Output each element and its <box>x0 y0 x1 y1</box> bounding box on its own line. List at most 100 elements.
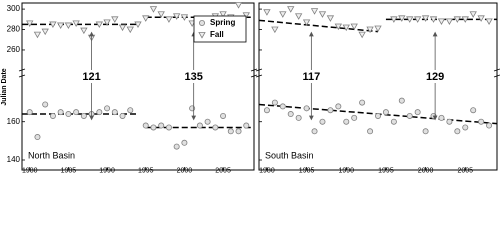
fall-point <box>461 16 469 23</box>
spring-point <box>462 124 469 131</box>
fall-point <box>126 26 134 34</box>
spring-point <box>359 99 366 106</box>
spring-point <box>220 112 227 119</box>
spring-point <box>390 118 397 125</box>
annotation-bg <box>426 70 445 83</box>
fall-point <box>111 16 119 23</box>
spring-point <box>49 112 56 119</box>
y-tick-label: 160 <box>7 117 21 126</box>
legend-symbol <box>198 32 206 39</box>
fall-point <box>445 18 454 25</box>
spring-point <box>454 128 461 135</box>
fall-point <box>157 11 165 18</box>
annotation-bg <box>184 70 203 83</box>
fall-point <box>172 13 181 20</box>
trend-line <box>258 19 379 33</box>
annotation-bg <box>82 70 101 83</box>
fall-point <box>134 21 142 29</box>
fall-point <box>149 6 158 13</box>
panel-title: South Basin <box>265 150 314 160</box>
fall-point <box>477 15 485 22</box>
spring-point <box>42 101 49 108</box>
fall-point <box>318 11 327 18</box>
spring-point <box>351 114 358 121</box>
fall-point <box>390 16 398 23</box>
fall-point <box>41 28 49 36</box>
spring-point <box>127 107 134 114</box>
fall-point <box>358 31 366 39</box>
spring-point <box>181 139 188 146</box>
x-tick-label: 2000 <box>418 167 434 174</box>
spring-point <box>446 118 453 125</box>
fall-point <box>56 22 65 30</box>
fall-point <box>49 21 57 29</box>
x-tick-label: 1995 <box>138 167 154 174</box>
spring-point <box>142 122 149 129</box>
fall-point <box>326 15 335 22</box>
fall-point <box>180 14 189 21</box>
spring-point <box>196 122 203 129</box>
legend-symbol <box>198 19 205 26</box>
spring-point <box>104 105 111 112</box>
axis-break <box>18 68 26 72</box>
spring-point <box>165 124 172 131</box>
fall-point <box>234 2 243 9</box>
spring-point <box>382 109 389 116</box>
axis-break <box>18 74 26 78</box>
fall-point <box>263 9 271 16</box>
axis-break <box>493 68 500 72</box>
fall-point <box>219 11 227 18</box>
spring-point <box>398 97 405 104</box>
spring-point <box>438 114 445 121</box>
fall-point <box>279 11 287 18</box>
y-axis-label: Julian Date <box>1 68 8 105</box>
spring-point <box>343 118 350 125</box>
axis-break <box>493 74 500 78</box>
fall-point <box>103 19 111 26</box>
fall-point <box>374 25 382 33</box>
spring-point <box>73 109 80 116</box>
spring-point <box>335 103 342 110</box>
spring-point <box>204 118 211 125</box>
spring-point <box>235 128 242 135</box>
spring-point <box>271 99 278 106</box>
axis-break <box>255 68 263 72</box>
spring-point <box>227 128 234 135</box>
x-tick-label: 1980 <box>22 167 38 174</box>
spring-point <box>287 111 294 118</box>
legend-label: Spring <box>210 18 235 27</box>
spring-point <box>96 109 103 116</box>
fall-point <box>453 16 462 23</box>
difference-label: 117 <box>302 71 320 83</box>
fall-point <box>350 23 358 31</box>
spring-point <box>367 128 374 135</box>
x-tick-label: 1980 <box>259 167 275 174</box>
spring-point <box>150 124 157 131</box>
x-tick-label: 1985 <box>299 167 315 174</box>
fall-point <box>95 21 104 29</box>
legend-label: Fall <box>210 30 224 39</box>
y-tick-label: 140 <box>7 155 21 164</box>
fall-point <box>242 12 250 19</box>
spring-point <box>173 143 180 150</box>
spring-point <box>119 112 126 119</box>
fall-point <box>437 18 446 25</box>
fall-point <box>72 20 80 28</box>
spring-point <box>486 122 493 129</box>
fall-point <box>302 19 311 26</box>
spring-point <box>158 122 165 129</box>
fall-point <box>366 26 374 34</box>
x-tick-label: 1985 <box>61 167 77 174</box>
spring-point <box>327 107 334 114</box>
spring-point <box>80 112 87 119</box>
fall-point <box>342 24 350 32</box>
chart: 140 160 260 280 300 1980 1985 1990 1995 2000 2005 J… <box>1 2 500 174</box>
spring-point <box>65 111 72 118</box>
axis-break <box>250 74 258 78</box>
spring-point <box>414 109 421 116</box>
difference-label: 121 <box>82 71 100 83</box>
x-tick-label: 1990 <box>99 167 115 174</box>
spring-point <box>303 105 310 112</box>
fall-point <box>80 27 88 35</box>
fall-point <box>398 15 406 22</box>
